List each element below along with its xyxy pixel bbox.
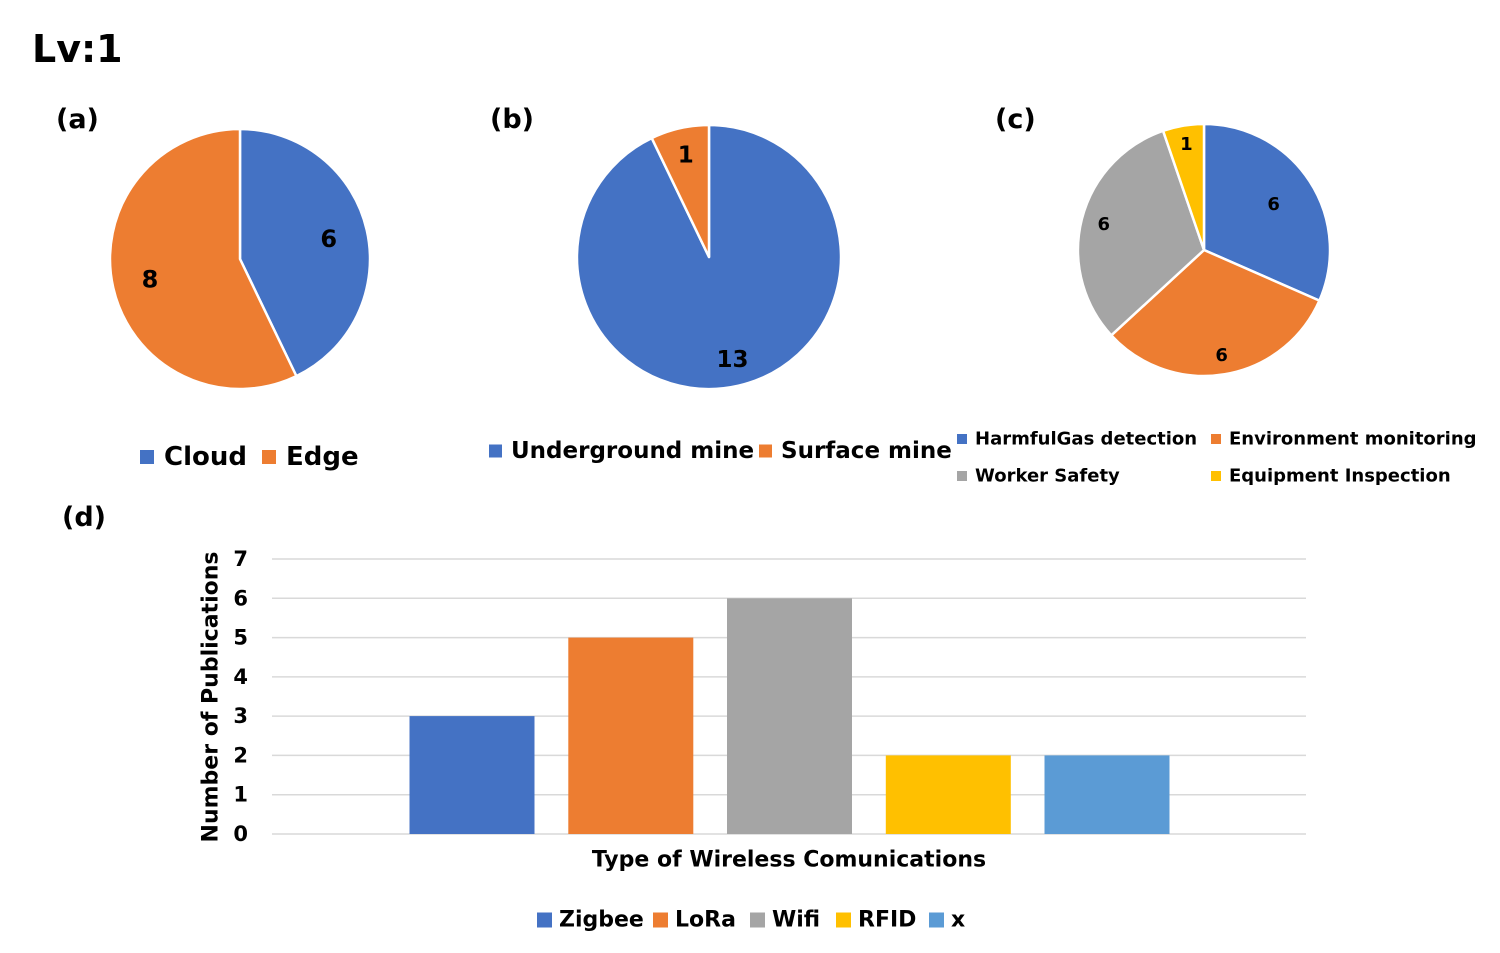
legend-c-label-worker-safety: Worker Safety xyxy=(975,466,1120,487)
legend-c-swatch-environment-monitoring xyxy=(1211,434,1221,444)
bar-lora xyxy=(568,637,694,834)
legend-d-swatch-wifi xyxy=(750,912,765,928)
legend-d-label-lora: LoRa xyxy=(675,908,736,933)
x-axis-title: Type of Wireless Comunications xyxy=(592,848,986,873)
y-tick-label: 0 xyxy=(233,822,248,846)
legend-d: Zigbee LoRa Wifi RFID x xyxy=(537,908,965,933)
panel-label-a: (a) xyxy=(56,104,99,135)
legend-d-swatch-zigbee xyxy=(537,912,552,928)
bar-rfid xyxy=(885,755,1011,834)
pie-c-data-label-harmfulgas-detection: 6 xyxy=(1267,194,1280,215)
legend-c-swatch-worker-safety xyxy=(957,471,967,481)
pie-c-data-label-equipment-inspection: 1 xyxy=(1180,134,1193,155)
pie-c-slice-equipment-inspection xyxy=(1161,122,1206,252)
legend-a: Cloud Edge xyxy=(140,442,359,472)
pie-a-data-label-cloud: 6 xyxy=(320,225,337,253)
legend-b-label-surface-mine: Surface mine xyxy=(781,438,952,464)
legend-d-swatch-x xyxy=(929,912,944,928)
pie-c-data-label-worker-safety: 6 xyxy=(1098,214,1111,235)
y-tick-label: 3 xyxy=(233,704,248,728)
pie-c-slice-harmfulgas-detection xyxy=(1202,122,1332,302)
y-tick-label: 6 xyxy=(233,586,248,610)
pie-b-slice-surface-mine xyxy=(650,123,711,259)
legend-a-swatch-edge xyxy=(262,450,276,464)
legend-d-label-zigbee: Zigbee xyxy=(559,908,644,933)
pie-b-data-label-underground-mine: 13 xyxy=(716,347,748,373)
panel-label-d: (d) xyxy=(62,502,106,533)
legend-b-label-underground-mine: Underground mine xyxy=(511,438,754,464)
legend-d-swatch-lora xyxy=(653,912,668,928)
bar-x xyxy=(1044,755,1170,834)
legend-d-label-rfid: RFID xyxy=(858,908,916,933)
legend-b: Underground mine Surface mine xyxy=(489,438,952,464)
y-tick-label: 1 xyxy=(233,783,248,807)
pie-chart-c: 6 6 6 1 xyxy=(1076,122,1332,378)
pie-chart-b: 13 1 xyxy=(575,123,843,391)
legend-c-label-environment-monitoring: Environment monitoring xyxy=(1229,429,1477,450)
legend-d-label-x: x xyxy=(951,908,965,933)
legend-a-label-edge: Edge xyxy=(286,442,359,472)
bar-chart-d: 0 1 2 3 4 5 6 7 Type of Wireless Comunications Nu… xyxy=(199,547,1306,873)
legend-a-swatch-cloud xyxy=(140,450,154,464)
pie-chart-a: 68 xyxy=(108,127,372,391)
pie-a-slice-cloud xyxy=(238,127,372,378)
pie-c-slice-environment-monitoring xyxy=(1110,248,1321,378)
legend-c-label-harmfulgas-detection: HarmfulGas detection xyxy=(975,429,1197,450)
bar-wifi xyxy=(727,598,852,834)
pie-b-data-label-surface-mine: 1 xyxy=(678,142,694,168)
bar-zigbee xyxy=(409,716,535,834)
y-tick-label: 7 xyxy=(233,547,248,571)
pie-a-slice-edge xyxy=(108,127,298,391)
y-tick-label: 4 xyxy=(233,665,248,689)
y-tick-label: 5 xyxy=(233,626,248,650)
legend-d-swatch-rfid xyxy=(836,912,851,928)
y-axis-title: Number of Publications xyxy=(199,552,224,843)
legend-b-swatch-underground-mine xyxy=(489,444,502,458)
y-tick-label: 2 xyxy=(233,743,248,767)
legend-a-label-cloud: Cloud xyxy=(164,442,247,472)
legend-d-label-wifi: Wifi xyxy=(772,908,820,933)
legend-c-swatch-harmfulgas-detection xyxy=(957,434,967,444)
legend-c-swatch-equipment-inspection xyxy=(1211,471,1221,481)
panel-label-c: (c) xyxy=(995,104,1036,135)
pie-a-data-label-edge: 8 xyxy=(142,266,159,294)
panel-label-b: (b) xyxy=(490,104,534,135)
pie-c-slice-worker-safety xyxy=(1076,129,1206,337)
pie-c-data-label-environment-monitoring: 6 xyxy=(1215,345,1228,366)
legend-b-swatch-surface-mine xyxy=(759,444,772,458)
page-title: Lv:1 xyxy=(32,27,123,71)
legend-c-label-equipment-inspection: Equipment Inspection xyxy=(1229,466,1451,487)
legend-c: HarmfulGas detection Environment monitori… xyxy=(957,429,1477,487)
